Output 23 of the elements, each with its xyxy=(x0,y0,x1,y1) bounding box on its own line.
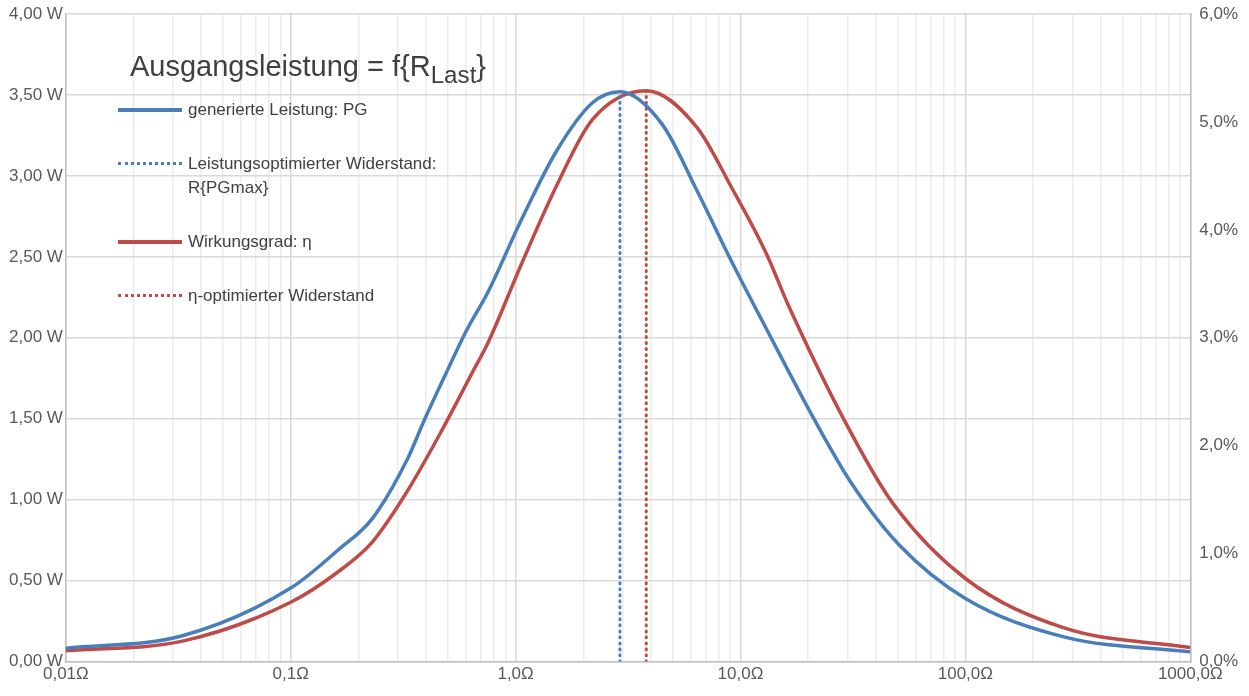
y-tick-label: 1,00 W xyxy=(9,489,63,509)
y-tick-label: 2,50 W xyxy=(9,246,63,266)
y2-tick-label: 1,0% xyxy=(1199,543,1238,563)
legend-label: Leistungsoptimierter Widerstand: R{PGmax} xyxy=(188,153,438,199)
y-tick-label: 3,50 W xyxy=(9,84,63,104)
y2-tick-label: 2,0% xyxy=(1199,435,1238,455)
y2-tick-label: 3,0% xyxy=(1199,327,1238,347)
y-tick-label: 0,50 W xyxy=(9,570,63,590)
x-tick-label: 10,0Ω xyxy=(717,664,764,684)
legend-label: Wirkungsgrad: η xyxy=(188,231,313,253)
y-tick-label: 3,00 W xyxy=(9,165,63,185)
x-tick-label: 0,1Ω xyxy=(272,664,309,684)
legend-label: η-optimierter Widerstand xyxy=(188,285,376,307)
legend-label: generierte Leistung: PG xyxy=(188,99,369,121)
y-tick-label: 2,00 W xyxy=(9,327,63,347)
x-tick-label: 100,0Ω xyxy=(937,664,993,684)
text: Ausgangsleistung = f{R$_{Last}$} xyxy=(130,50,487,89)
y2-tick-label: 4,0% xyxy=(1199,219,1238,239)
y2-tick-label: 5,0% xyxy=(1199,111,1238,131)
y2-tick-label: 6,0% xyxy=(1199,3,1238,23)
x-tick-label: 1,0Ω xyxy=(497,664,534,684)
y-tick-label: 1,50 W xyxy=(9,408,63,428)
y-tick-label: 4,00 W xyxy=(9,3,63,23)
